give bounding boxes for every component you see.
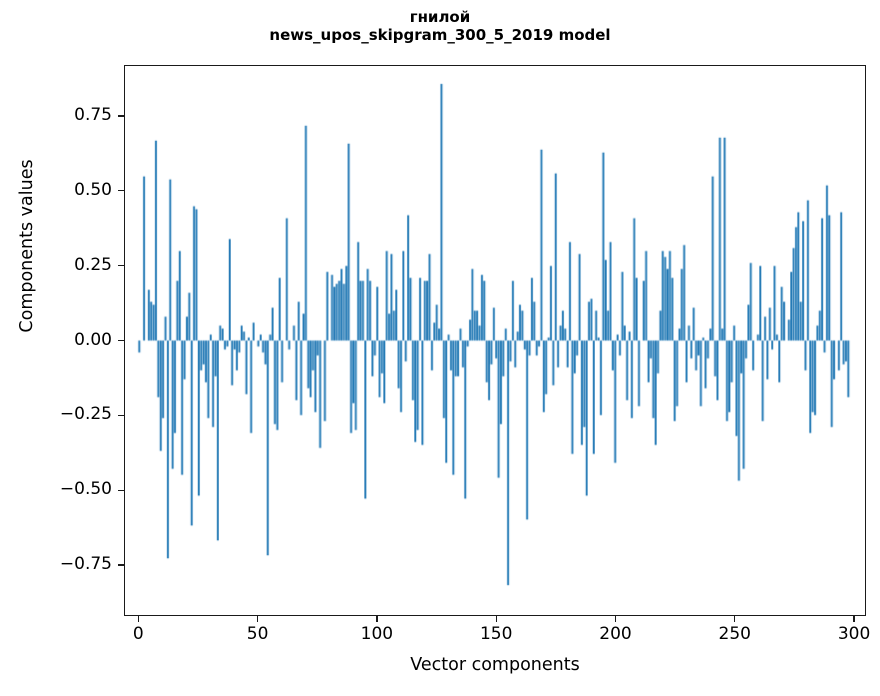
x-tick-label: 250 [718, 624, 751, 644]
y-tick-label: −0.50 [59, 479, 112, 500]
y-tick-label: 0.50 [74, 179, 112, 200]
chart-title-word: гнилой [409, 8, 471, 26]
x-tick-mark [614, 616, 617, 622]
bar-series [125, 66, 865, 615]
y-tick-label: 0.75 [74, 104, 112, 125]
y-tick-mark [118, 115, 124, 117]
x-tick-label: 200 [599, 624, 632, 644]
x-tick-mark [853, 616, 855, 622]
chart-title-model: news_upos_skipgram_300_5_2019 model [269, 26, 611, 45]
y-tick-label: −0.75 [59, 554, 112, 575]
plot-area [124, 65, 866, 616]
y-tick-mark [118, 264, 124, 267]
x-tick-label: 0 [132, 624, 144, 644]
x-tick-mark [734, 616, 736, 622]
y-tick-label: −0.25 [59, 404, 112, 425]
y-tick-mark [118, 190, 124, 192]
y-tick-label: 0.25 [74, 254, 112, 275]
y-tick-mark [118, 564, 124, 566]
x-tick-label: 300 [837, 624, 871, 644]
y-tick-mark [118, 489, 124, 491]
x-tick-mark [256, 616, 259, 622]
x-axis-label: Vector components [410, 655, 580, 675]
y-tick-mark [118, 414, 124, 416]
x-tick-mark [376, 616, 378, 622]
x-tick-label: 100 [360, 624, 394, 644]
y-tick-mark [118, 339, 124, 342]
x-tick-mark [495, 616, 497, 622]
y-tick-label: 0.00 [74, 329, 112, 350]
x-tick-label: 50 [246, 624, 269, 644]
x-tick-mark [137, 616, 139, 622]
chart-title: гнилой news_upos_skipgram_300_5_2019 mod… [0, 8, 880, 45]
x-tick-label: 150 [479, 624, 513, 644]
